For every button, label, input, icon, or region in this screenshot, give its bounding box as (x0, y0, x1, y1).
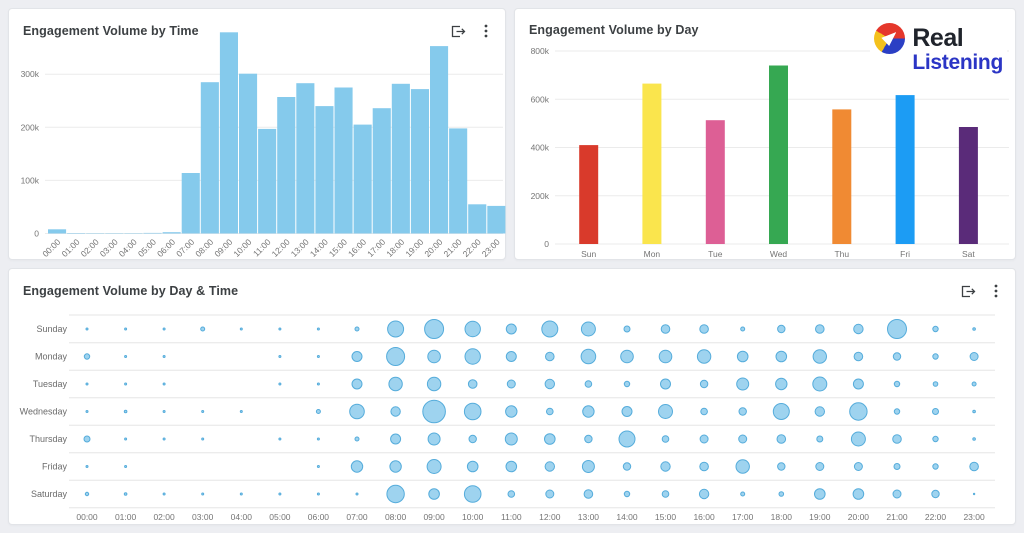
svg-text:Friday: Friday (42, 462, 68, 472)
svg-text:12:00: 12:00 (270, 237, 292, 259)
svg-text:17:00: 17:00 (365, 237, 387, 259)
export-icon (451, 25, 465, 37)
svg-text:01:00: 01:00 (59, 237, 81, 259)
svg-text:Tue: Tue (708, 249, 723, 259)
export-button[interactable] (959, 283, 977, 299)
svg-text:10:00: 10:00 (231, 237, 253, 259)
svg-text:03:00: 03:00 (98, 237, 120, 259)
svg-text:05:00: 05:00 (269, 512, 291, 522)
by-time-panel: Engagement Volume by Time 0 100k 200k 300k 0… (8, 8, 506, 260)
svg-text:0: 0 (544, 239, 549, 249)
svg-text:14:00: 14:00 (616, 512, 638, 522)
svg-text:100k: 100k (21, 175, 40, 185)
svg-text:19:00: 19:00 (403, 237, 425, 259)
kebab-menu-icon (994, 284, 998, 298)
svg-text:09:00: 09:00 (423, 512, 445, 522)
svg-text:11:00: 11:00 (251, 237, 273, 259)
by-time-title: Engagement Volume by Time (23, 24, 199, 38)
svg-text:04:00: 04:00 (231, 512, 253, 522)
kebab-menu-icon (484, 24, 488, 38)
svg-text:00:00: 00:00 (40, 237, 62, 259)
svg-text:0: 0 (34, 229, 39, 239)
svg-text:07:00: 07:00 (174, 237, 196, 259)
real-listening-logo: Real Listening (870, 17, 1007, 77)
svg-text:16:00: 16:00 (346, 237, 368, 259)
svg-text:600k: 600k (531, 94, 550, 104)
svg-text:10:00: 10:00 (462, 512, 484, 522)
svg-text:Wed: Wed (770, 249, 788, 259)
svg-text:02:00: 02:00 (153, 512, 175, 522)
real-listening-logo-icon (874, 23, 906, 54)
svg-text:01:00: 01:00 (115, 512, 137, 522)
by-day-time-header: Engagement Volume by Day & Time (23, 283, 1005, 299)
svg-text:17:00: 17:00 (732, 512, 754, 522)
by-day-time-panel: Engagement Volume by Day & Time Sunday Mo… (8, 268, 1016, 525)
by-day-time-chart: Sunday Monday Tuesday Wednesday Thursday Frid… (20, 314, 995, 522)
svg-text:13:00: 13:00 (289, 237, 311, 259)
svg-text:22:00: 22:00 (461, 237, 483, 259)
svg-text:05:00: 05:00 (136, 237, 158, 259)
svg-text:Sat: Sat (962, 249, 975, 259)
by-day-panel: Engagement Volume by Day 0 200k 400k 600k 80… (514, 8, 1016, 260)
svg-text:200k: 200k (21, 122, 40, 132)
svg-text:Thu: Thu (834, 249, 849, 259)
svg-text:13:00: 13:00 (578, 512, 600, 522)
more-options-button[interactable] (987, 283, 1005, 299)
svg-text:Sun: Sun (581, 249, 596, 259)
svg-text:300k: 300k (21, 69, 40, 79)
by-day-title: Engagement Volume by Day (529, 23, 699, 37)
svg-text:Tuesday: Tuesday (33, 379, 68, 389)
svg-text:08:00: 08:00 (193, 237, 215, 259)
logo-word-real: Real (912, 24, 964, 52)
logo-word-listening: Listening (912, 51, 1003, 74)
svg-text:Mon: Mon (644, 249, 661, 259)
svg-text:Sunday: Sunday (36, 324, 67, 334)
export-button[interactable] (449, 23, 467, 39)
svg-text:21:00: 21:00 (886, 512, 908, 522)
svg-text:800k: 800k (531, 46, 550, 56)
svg-text:19:00: 19:00 (809, 512, 831, 522)
by-time-chart: 0 100k 200k 300k 00:0001:0002:0003:0004:0005… (21, 32, 506, 259)
svg-text:08:00: 08:00 (385, 512, 407, 522)
svg-text:06:00: 06:00 (155, 237, 177, 259)
export-icon (961, 285, 975, 297)
svg-text:20:00: 20:00 (848, 512, 870, 522)
by-day-header: Engagement Volume by Day (529, 23, 1005, 37)
svg-text:04:00: 04:00 (117, 237, 139, 259)
svg-text:09:00: 09:00 (212, 237, 234, 259)
svg-text:06:00: 06:00 (308, 512, 330, 522)
svg-text:Thursday: Thursday (29, 434, 67, 444)
svg-text:12:00: 12:00 (539, 512, 561, 522)
svg-text:11:00: 11:00 (501, 512, 522, 522)
svg-text:Fri: Fri (900, 249, 910, 259)
svg-text:02:00: 02:00 (79, 237, 101, 259)
svg-text:200k: 200k (531, 191, 550, 201)
svg-text:22:00: 22:00 (925, 512, 947, 522)
svg-text:03:00: 03:00 (192, 512, 214, 522)
svg-text:16:00: 16:00 (693, 512, 715, 522)
svg-text:07:00: 07:00 (346, 512, 368, 522)
svg-text:23:00: 23:00 (963, 512, 985, 522)
svg-text:15:00: 15:00 (655, 512, 677, 522)
svg-text:20:00: 20:00 (422, 237, 444, 259)
svg-text:15:00: 15:00 (327, 237, 349, 259)
svg-text:14:00: 14:00 (308, 237, 330, 259)
svg-text:Wednesday: Wednesday (20, 407, 68, 417)
svg-text:18:00: 18:00 (771, 512, 793, 522)
svg-text:Monday: Monday (35, 352, 68, 362)
svg-text:23:00: 23:00 (480, 237, 502, 259)
by-day-chart: 0 200k 400k 600k 800k Sun Mon Tue Wed Thu Fri Sat (531, 46, 1009, 259)
svg-text:21:00: 21:00 (441, 237, 463, 259)
svg-text:18:00: 18:00 (384, 237, 406, 259)
by-day-time-title: Engagement Volume by Day & Time (23, 284, 239, 298)
svg-text:Saturday: Saturday (31, 489, 68, 499)
svg-text:400k: 400k (531, 143, 550, 153)
svg-text:00:00: 00:00 (76, 512, 98, 522)
more-options-button[interactable] (477, 23, 495, 39)
by-time-header: Engagement Volume by Time (23, 23, 495, 39)
